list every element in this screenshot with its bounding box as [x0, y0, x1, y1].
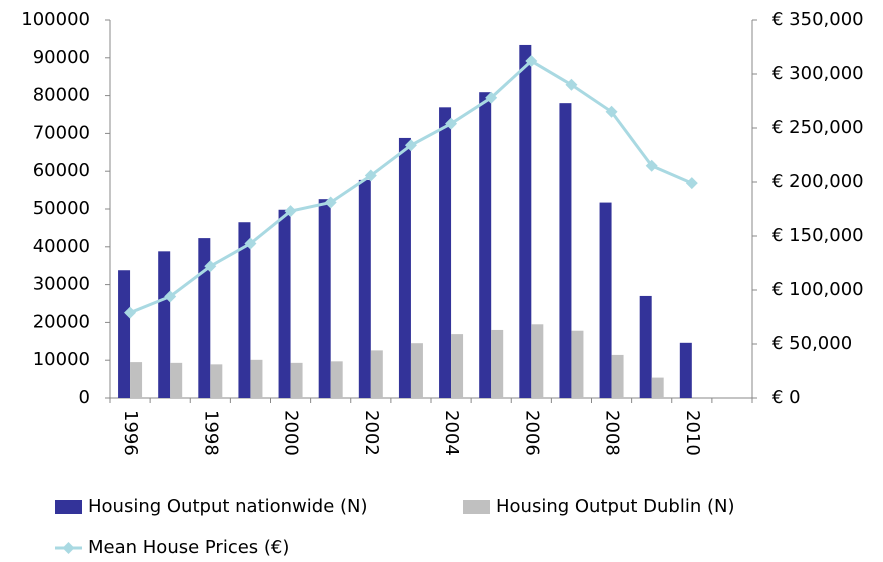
legend-label: Housing Output Dublin (N): [496, 496, 734, 517]
y-tick-label: 100000: [21, 9, 90, 30]
bar: [330, 361, 343, 398]
y-tick-label: 40000: [33, 236, 90, 257]
marker: [364, 169, 377, 182]
y2-tick-label: € 150,000: [772, 225, 864, 246]
y-tick-label: 90000: [33, 47, 90, 68]
x-tick-label: 2008: [602, 410, 623, 456]
bar: [559, 103, 572, 398]
marker: [324, 196, 337, 209]
marker: [525, 55, 538, 68]
bar: [679, 342, 692, 398]
bar: [571, 330, 584, 398]
bar: [358, 179, 371, 398]
bar: [158, 251, 171, 398]
marker: [685, 177, 698, 190]
x-tick-label: 1996: [120, 410, 141, 456]
y-tick-label: 80000: [33, 85, 90, 106]
bar: [639, 295, 652, 398]
y-tick-label: 30000: [33, 274, 90, 295]
x-tick-label: 2006: [521, 410, 542, 456]
bar: [491, 329, 504, 398]
bar: [479, 92, 492, 398]
legend-label: Mean House Prices (€): [88, 537, 289, 558]
marker: [244, 237, 257, 250]
x-tick-label: 2004: [441, 410, 462, 456]
y-tick-label: 10000: [33, 349, 90, 370]
y-tick-label: 70000: [33, 122, 90, 143]
marker: [485, 91, 498, 104]
bar: [278, 209, 291, 398]
y2-tick-label: € 0: [772, 387, 801, 408]
marker: [404, 139, 417, 152]
marker: [445, 117, 458, 130]
y-tick-label: 50000: [33, 198, 90, 219]
legend-swatch: [55, 500, 82, 514]
bar: [599, 202, 612, 398]
bar: [238, 222, 251, 398]
bar: [118, 270, 131, 398]
bar: [410, 343, 423, 398]
bar: [250, 359, 263, 398]
marker: [284, 205, 297, 218]
legend-label: Housing Output nationwide (N): [88, 496, 368, 517]
y2-tick-label: € 250,000: [772, 117, 864, 138]
bar: [210, 364, 223, 398]
bar: [318, 199, 331, 398]
bar: [531, 324, 544, 398]
y2-tick-label: € 50,000: [772, 333, 852, 354]
bar: [451, 334, 464, 398]
y2-tick-label: € 200,000: [772, 171, 864, 192]
bar: [611, 354, 624, 398]
y2-tick-label: € 100,000: [772, 279, 864, 300]
marker: [645, 159, 658, 172]
marker: [204, 260, 217, 273]
marker: [565, 78, 578, 91]
x-tick-label: 2002: [361, 410, 382, 456]
bar: [198, 238, 211, 398]
x-tick-label: 2010: [682, 410, 703, 456]
bar: [519, 44, 532, 398]
bar: [130, 362, 143, 398]
legend-swatch: [62, 542, 75, 554]
bar: [439, 107, 452, 399]
y-tick-label: 20000: [33, 311, 90, 332]
x-tick-label: 2000: [281, 410, 302, 456]
y2-tick-label: € 300,000: [772, 63, 864, 84]
bar: [651, 377, 664, 398]
marker: [164, 290, 177, 303]
legend-swatch: [463, 500, 490, 514]
bar: [398, 137, 411, 398]
bar: [370, 350, 383, 398]
x-tick-label: 1998: [200, 410, 221, 456]
y-tick-label: 0: [79, 387, 90, 408]
y-tick-label: 60000: [33, 160, 90, 181]
marker: [124, 306, 137, 319]
marker: [605, 105, 618, 118]
bar: [170, 362, 183, 398]
y2-tick-label: € 350,000: [772, 9, 864, 30]
bar: [290, 362, 303, 398]
